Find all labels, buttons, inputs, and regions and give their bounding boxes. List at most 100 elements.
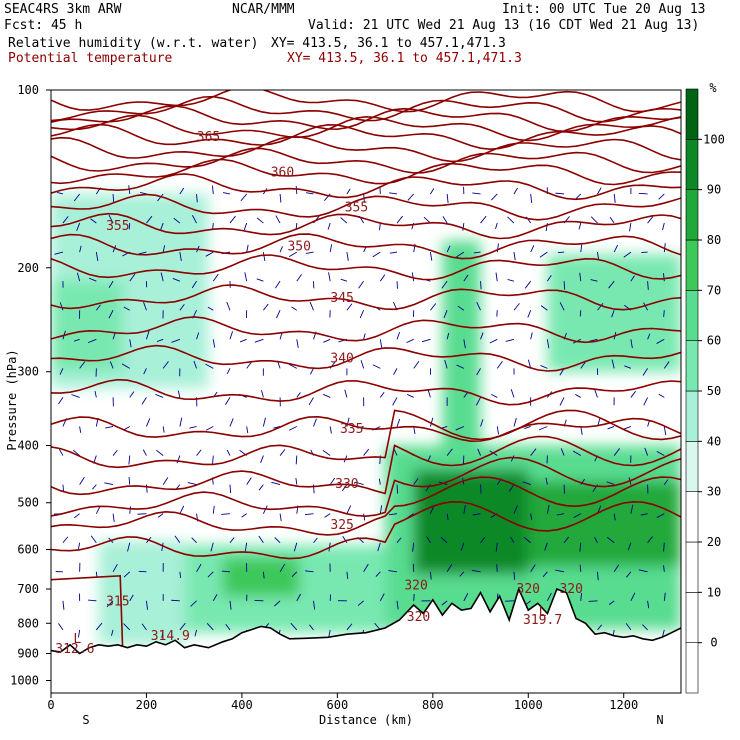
wind-vector — [446, 448, 453, 456]
low-marker: L — [539, 605, 547, 620]
plot-frame — [50, 89, 682, 694]
relative-humidity-field — [51, 193, 681, 645]
x-axis-title: Distance (km) — [319, 713, 413, 727]
wind-vector — [246, 477, 252, 485]
theta-contour-line — [51, 254, 681, 281]
wind-vector — [629, 222, 632, 232]
wind-vector — [396, 537, 402, 544]
colorbar-swatch — [685, 189, 699, 241]
wind-vector — [112, 563, 118, 573]
rh-region — [413, 469, 529, 574]
wind-vector — [477, 448, 481, 456]
wind-vector — [171, 599, 180, 602]
wind-vector — [309, 368, 314, 375]
wind-vector — [513, 187, 518, 195]
x-tick-label: 0 — [47, 698, 54, 712]
colorbar-swatch — [685, 340, 699, 392]
terrain-line — [51, 586, 681, 655]
contour-label: 320 — [517, 582, 540, 597]
colorbar-swatch — [685, 642, 699, 694]
wind-vector — [276, 310, 281, 319]
wind-vector — [279, 332, 283, 340]
wind-vector — [580, 478, 585, 485]
wind-vector — [128, 477, 131, 485]
wind-vector — [606, 481, 615, 486]
wind-vector — [59, 368, 64, 375]
wind-vector — [560, 448, 565, 456]
wind-vector — [322, 450, 331, 456]
wind-vector — [179, 252, 182, 262]
wind-vector — [244, 272, 248, 282]
colorbar-tick-label: 50 — [707, 384, 721, 398]
wind-vector — [480, 332, 484, 340]
wind-vector — [527, 310, 532, 318]
wind-vector — [539, 251, 548, 258]
wind-vector — [580, 593, 583, 601]
y-tick-label: 900 — [17, 646, 39, 660]
wind-vector — [346, 623, 353, 631]
y-tick-label: 400 — [17, 439, 39, 453]
wind-vector — [62, 600, 65, 610]
wind-vector — [106, 600, 114, 608]
wind-vector — [241, 513, 247, 518]
wind-vector — [538, 426, 548, 431]
wind-vector — [440, 536, 448, 544]
wind-vector — [211, 185, 214, 195]
wind-vector — [630, 592, 636, 602]
wind-vector — [156, 449, 164, 456]
wind-vector — [496, 360, 503, 369]
below-ground-mask — [51, 589, 681, 693]
wind-vector — [78, 629, 81, 638]
y-tick-label: 700 — [17, 582, 39, 596]
wind-vector — [196, 332, 200, 340]
theta-contour-line — [51, 476, 681, 536]
x-axis: 0 200 400 600 800 1000 1200 — [47, 693, 638, 712]
wind-vector — [346, 303, 353, 311]
wind-vector — [480, 215, 487, 224]
wind-vector — [463, 593, 469, 602]
wind-vector — [229, 537, 235, 544]
south-label: S — [82, 713, 89, 727]
wind-vector — [295, 455, 298, 465]
field1-label: Relative humidity (w.r.t. water) — [8, 36, 258, 51]
terrain-profile — [51, 586, 681, 693]
colorbar-swatch — [685, 592, 699, 643]
colorbar-tick-label: 40 — [707, 434, 721, 448]
wind-vector — [472, 192, 481, 195]
wind-vector — [546, 504, 550, 514]
wind-vector — [460, 542, 465, 551]
wind-vector — [111, 629, 114, 636]
wind-vector — [590, 216, 598, 224]
contour-label: 320 — [559, 582, 582, 597]
wind-vector — [608, 280, 615, 289]
wind-vector — [579, 272, 582, 282]
wind-vector — [377, 542, 381, 552]
colorbar-tick-label: 80 — [707, 233, 721, 247]
wind-vector — [95, 622, 103, 631]
wind-vector — [95, 304, 101, 311]
wind-vector — [210, 542, 214, 552]
wind-vector — [62, 536, 69, 544]
wind-vector — [128, 455, 131, 465]
wind-vector — [578, 222, 582, 230]
wind-vector — [505, 338, 515, 342]
wind-vector — [588, 600, 598, 602]
wind-vector — [112, 193, 115, 203]
wind-vector — [396, 215, 404, 224]
wind-vector — [196, 193, 198, 203]
contour-label: 360 — [271, 166, 294, 181]
wind-vector — [630, 275, 635, 282]
wind-vector — [544, 542, 548, 551]
wind-vector — [495, 272, 498, 282]
wind-vector — [388, 570, 398, 573]
wind-vector — [346, 505, 352, 514]
wind-vector — [644, 447, 649, 456]
wind-vector — [161, 542, 164, 552]
wind-vector — [542, 571, 548, 578]
wind-vector — [179, 622, 186, 631]
wind-vector — [412, 542, 415, 552]
wind-vector — [104, 482, 114, 486]
wind-vector — [239, 338, 247, 343]
x-tick-label: 400 — [231, 698, 253, 712]
colorbar-swatch — [685, 541, 699, 593]
